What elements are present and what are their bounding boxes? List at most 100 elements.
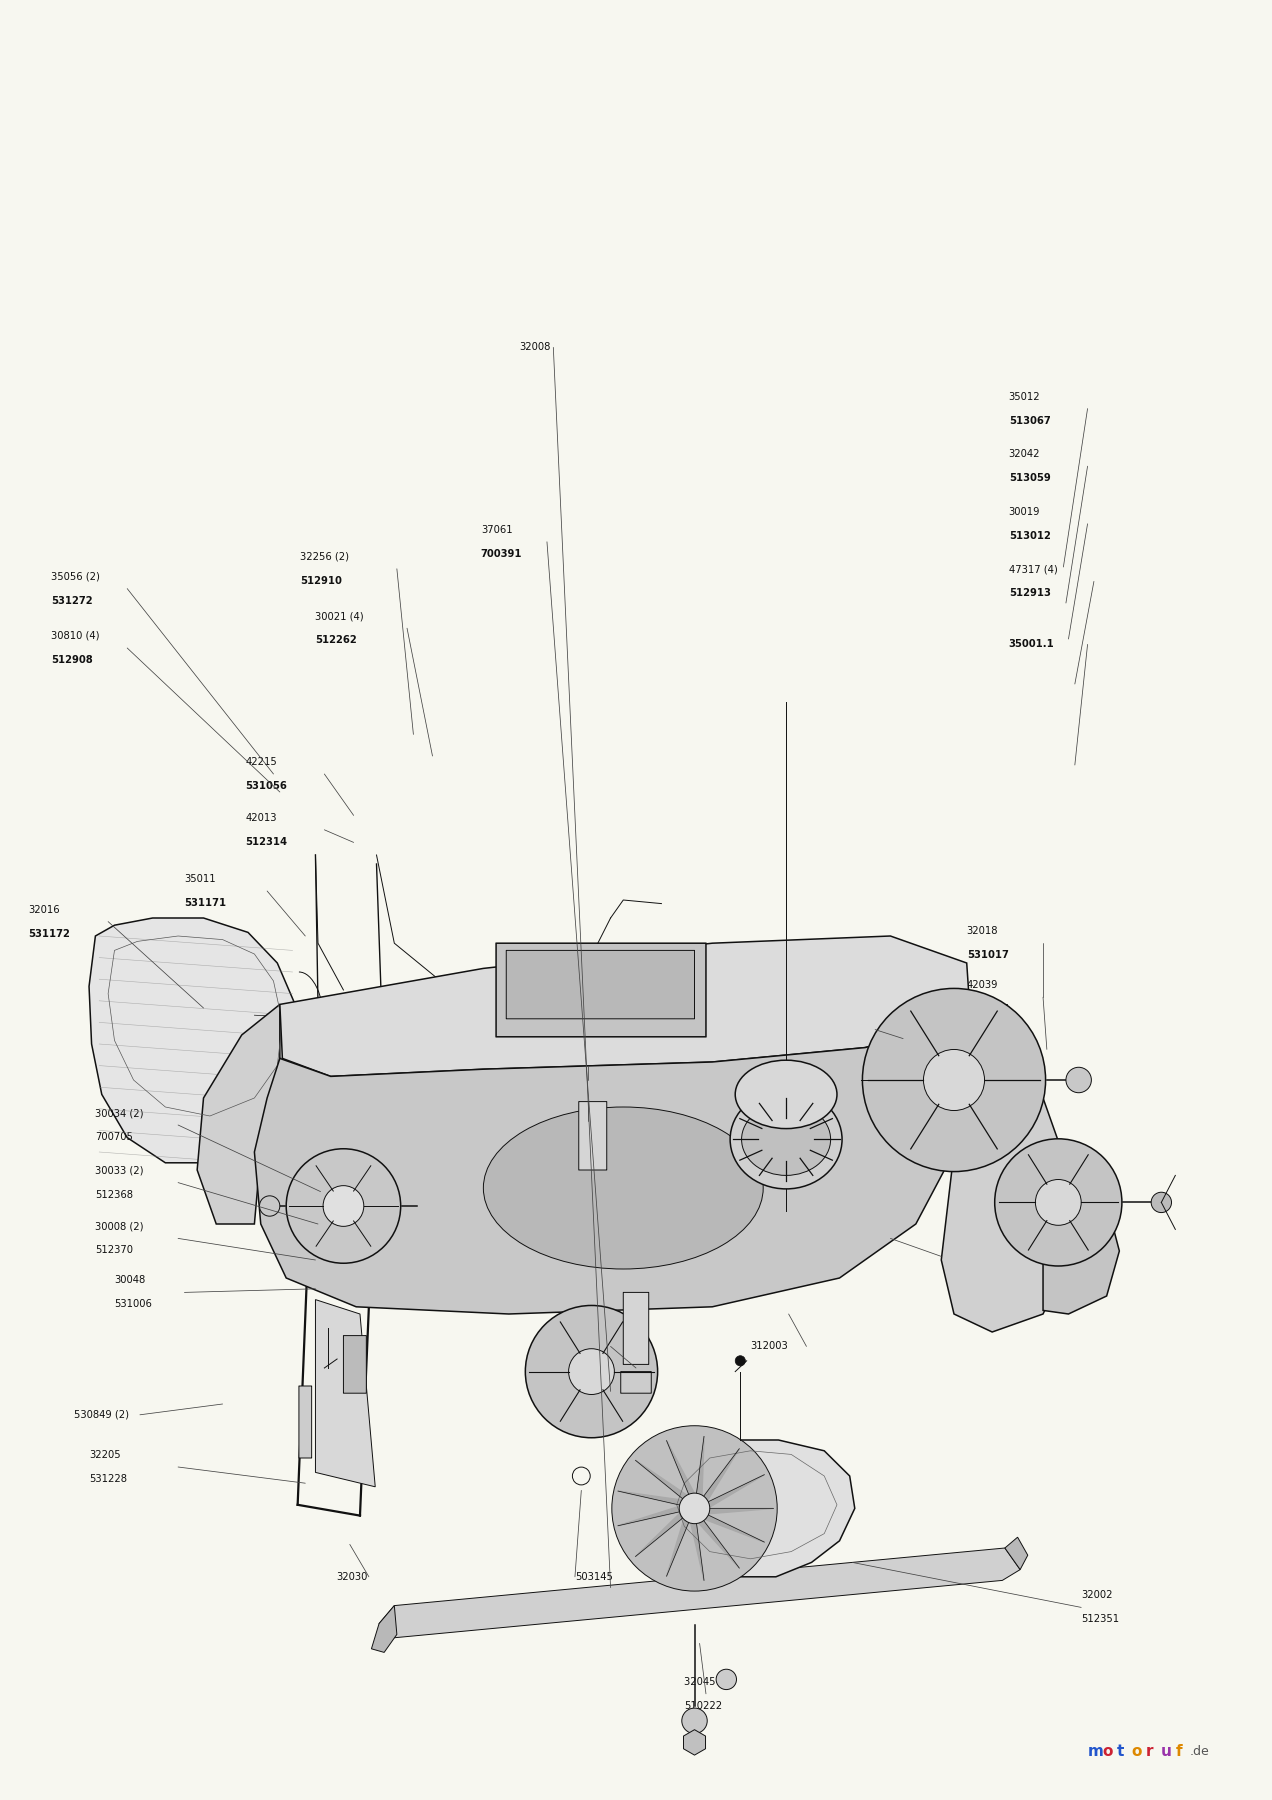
Polygon shape: [280, 936, 969, 1076]
Text: 512351: 512351: [1081, 1615, 1119, 1624]
Ellipse shape: [735, 1060, 837, 1129]
Text: 30021 (4): 30021 (4): [315, 612, 364, 621]
Text: 30034 (2): 30034 (2): [95, 1109, 144, 1118]
Text: 531006: 531006: [114, 1300, 153, 1309]
Text: 35012: 35012: [1009, 392, 1040, 401]
Circle shape: [569, 1348, 614, 1395]
Circle shape: [682, 1708, 707, 1733]
Circle shape: [1066, 1067, 1091, 1093]
Polygon shape: [636, 1460, 695, 1508]
Text: 42215: 42215: [245, 758, 277, 767]
Text: 531272: 531272: [51, 596, 93, 605]
Text: r: r: [1146, 1744, 1154, 1759]
Circle shape: [923, 1049, 985, 1111]
Text: 35056 (2): 35056 (2): [51, 572, 99, 581]
Text: 30008 (2): 30008 (2): [95, 1222, 144, 1231]
Text: 700705: 700705: [95, 1132, 134, 1141]
Text: 32016: 32016: [28, 905, 60, 914]
Polygon shape: [618, 1505, 695, 1526]
Text: 37061: 37061: [481, 526, 513, 535]
Text: 42013: 42013: [245, 814, 277, 823]
Text: 530849 (2): 530849 (2): [74, 1409, 128, 1420]
Circle shape: [525, 1305, 658, 1438]
Text: 32030: 32030: [336, 1571, 368, 1582]
Text: t: t: [1117, 1744, 1124, 1759]
Ellipse shape: [730, 1089, 842, 1188]
Text: 531170: 531170: [530, 1129, 572, 1138]
Circle shape: [259, 1195, 280, 1217]
Text: 512314: 512314: [245, 837, 287, 846]
Text: 30019: 30019: [1009, 508, 1040, 517]
FancyBboxPatch shape: [621, 1372, 651, 1393]
Text: 512910: 512910: [300, 576, 342, 585]
Polygon shape: [941, 1080, 1068, 1332]
Text: 531069: 531069: [530, 1073, 572, 1082]
Text: .de: .de: [1191, 1744, 1210, 1759]
Polygon shape: [667, 1440, 696, 1508]
Text: 30033 (2): 30033 (2): [95, 1166, 144, 1175]
Text: o: o: [1132, 1744, 1142, 1759]
Text: 30048: 30048: [114, 1276, 146, 1285]
Polygon shape: [695, 1508, 773, 1514]
Text: 512368: 512368: [95, 1190, 134, 1199]
Circle shape: [323, 1186, 364, 1226]
Text: o: o: [1102, 1744, 1113, 1759]
Text: 35310: 35310: [530, 1105, 562, 1114]
Circle shape: [735, 1355, 745, 1366]
Text: 531172: 531172: [28, 929, 70, 938]
Polygon shape: [89, 918, 303, 1163]
Polygon shape: [197, 1004, 280, 1224]
Polygon shape: [672, 1440, 855, 1577]
Text: 531017: 531017: [967, 950, 1009, 959]
FancyBboxPatch shape: [506, 950, 695, 1019]
Text: 32256 (2): 32256 (2): [300, 553, 350, 562]
Text: 32018: 32018: [967, 927, 999, 936]
Text: 35011: 35011: [184, 875, 216, 884]
Text: 513067: 513067: [1009, 416, 1051, 425]
FancyBboxPatch shape: [496, 943, 706, 1037]
Polygon shape: [695, 1449, 739, 1508]
Text: 32003/F: 32003/F: [941, 1251, 986, 1262]
Text: 32045 (2): 32045 (2): [684, 1678, 733, 1687]
Text: 512262: 512262: [315, 635, 357, 644]
FancyBboxPatch shape: [343, 1336, 366, 1393]
Text: 42039: 42039: [967, 981, 999, 990]
Text: u: u: [1161, 1744, 1172, 1759]
FancyBboxPatch shape: [579, 1102, 607, 1170]
Polygon shape: [379, 1548, 1020, 1638]
Polygon shape: [689, 1508, 703, 1580]
Circle shape: [1151, 1192, 1172, 1213]
Text: 512908: 512908: [51, 655, 93, 664]
Text: m: m: [1088, 1744, 1103, 1759]
Polygon shape: [667, 1508, 695, 1577]
Text: 38011: 38011: [542, 1330, 574, 1339]
Text: 32205: 32205: [89, 1451, 121, 1460]
Ellipse shape: [742, 1103, 831, 1175]
Text: 42015: 42015: [530, 1049, 562, 1058]
Text: 512370: 512370: [95, 1246, 134, 1255]
Text: 312003: 312003: [750, 1341, 789, 1352]
Text: 531004: 531004: [542, 1354, 580, 1363]
Polygon shape: [636, 1508, 695, 1557]
Text: 513059: 513059: [1009, 473, 1051, 482]
Text: 30810 (4): 30810 (4): [51, 632, 99, 641]
FancyBboxPatch shape: [623, 1292, 649, 1364]
Polygon shape: [695, 1436, 703, 1508]
Polygon shape: [695, 1474, 764, 1508]
Polygon shape: [618, 1490, 695, 1508]
Text: 531056: 531056: [245, 781, 287, 790]
Polygon shape: [254, 1030, 967, 1314]
Circle shape: [612, 1426, 777, 1591]
Text: 32008: 32008: [519, 342, 551, 353]
FancyBboxPatch shape: [299, 1386, 312, 1458]
Polygon shape: [1005, 1537, 1028, 1570]
Ellipse shape: [483, 1107, 763, 1269]
Polygon shape: [695, 1508, 764, 1543]
Polygon shape: [695, 1508, 739, 1568]
Text: f: f: [1175, 1744, 1182, 1759]
Text: 35020 (2): 35020 (2): [824, 1022, 873, 1031]
Text: 32002: 32002: [1081, 1591, 1113, 1600]
Circle shape: [679, 1494, 710, 1523]
Circle shape: [716, 1669, 736, 1690]
Text: 32042: 32042: [1009, 450, 1040, 459]
